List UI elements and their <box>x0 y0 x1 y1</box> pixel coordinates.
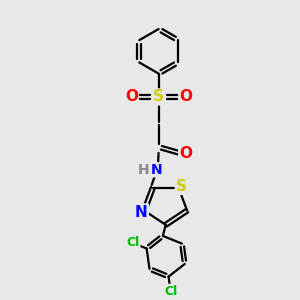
Text: S: S <box>176 179 187 194</box>
Text: N: N <box>135 205 148 220</box>
Text: N: N <box>151 163 162 177</box>
Text: O: O <box>179 146 192 161</box>
Text: Cl: Cl <box>126 236 140 250</box>
Text: O: O <box>125 89 138 104</box>
Text: H: H <box>138 163 149 177</box>
Text: S: S <box>153 89 164 104</box>
Text: O: O <box>179 89 192 104</box>
Text: Cl: Cl <box>164 285 177 298</box>
